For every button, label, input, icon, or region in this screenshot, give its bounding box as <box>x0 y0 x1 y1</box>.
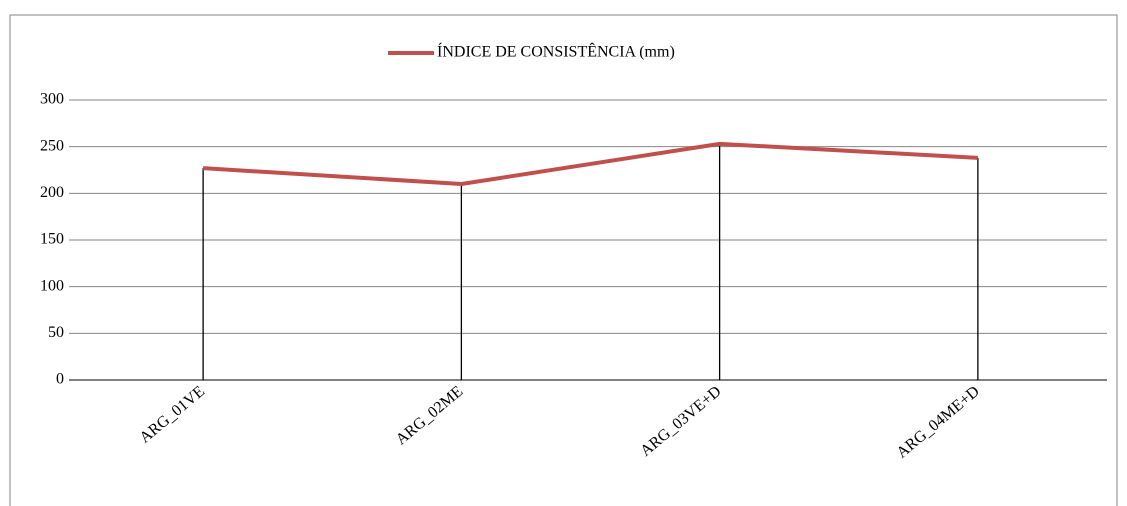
y-tick-label: 300 <box>40 91 64 108</box>
y-tick-label: 150 <box>40 231 64 248</box>
y-tick-label: 0 <box>56 371 64 388</box>
chart-frame <box>9 14 1118 506</box>
y-tick-label: 100 <box>40 277 64 294</box>
series-line <box>203 141 978 186</box>
y-tick-label: 50 <box>48 324 64 341</box>
y-tick-label: 200 <box>40 184 64 201</box>
legend-label: ÍNDICE DE CONSISTÊNCIA (mm) <box>437 42 675 61</box>
y-tick-label: 250 <box>40 137 64 154</box>
